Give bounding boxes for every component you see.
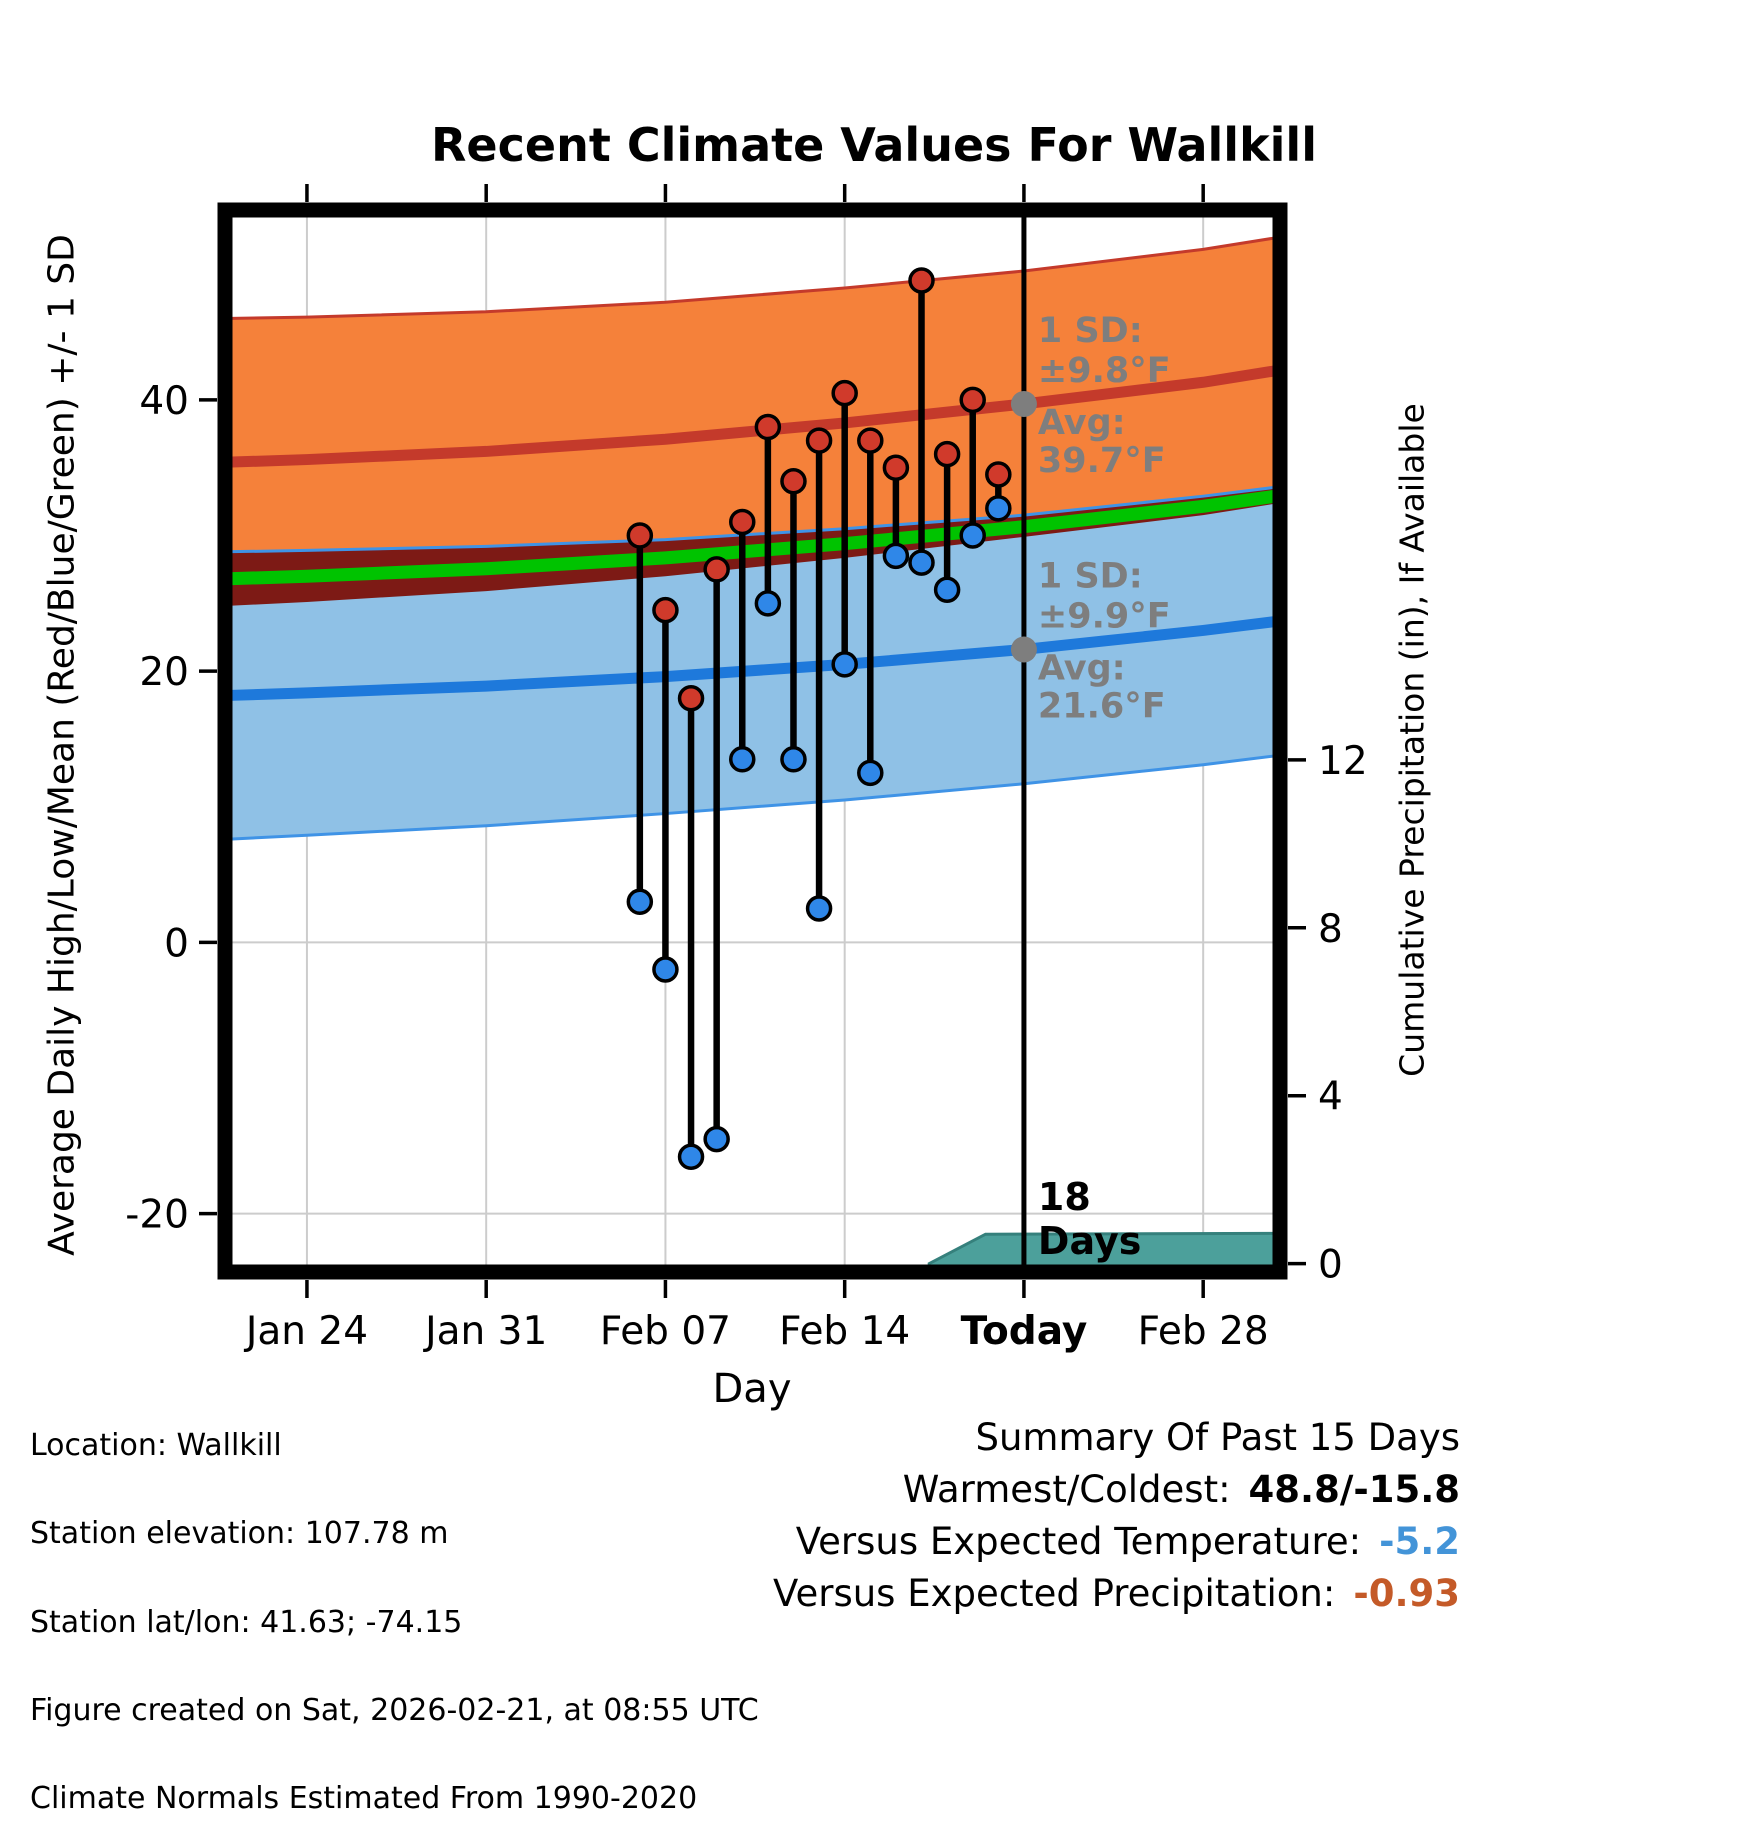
low-avg-label: Avg: — [1038, 648, 1126, 688]
x-tick-label: Feb 07 — [600, 1309, 731, 1354]
y-tick-label-right: 0 — [1318, 1243, 1343, 1288]
versus-temp-value: -5.2 — [1379, 1520, 1460, 1563]
low-sd-label: 1 SD: — [1038, 556, 1143, 596]
y-tick-label-left: 20 — [139, 650, 189, 695]
daily-high-dot — [703, 556, 730, 583]
location-line: Location: Wallkill — [30, 1428, 282, 1463]
daily-high-dot — [959, 386, 986, 414]
precip-days-label: Days — [1038, 1219, 1141, 1263]
daily-low-dot — [652, 956, 679, 983]
high-temp-band — [225, 237, 1280, 607]
summary-panel: Summary Of Past 15 Days Warmest/Coldest:… — [773, 1412, 1460, 1620]
x-tick-label: Jan 24 — [243, 1309, 368, 1354]
daily-high-dot — [729, 508, 756, 536]
low-band-lower-edge — [224, 753, 1281, 841]
low-avg-value: 21.6°F — [1038, 686, 1166, 726]
daily-low-dot — [857, 759, 884, 787]
figure-metadata: Location: Wallkill Station elevation: 10… — [30, 1428, 759, 1816]
y-tick-label-right: 12 — [1318, 739, 1368, 784]
daily-low-dot — [959, 522, 986, 549]
chart-title: Recent Climate Values For Wallkill — [431, 118, 1317, 172]
high-avg-marker — [1010, 390, 1037, 417]
low-avg-marker — [1010, 636, 1037, 663]
high-avg-label: Avg: — [1038, 403, 1126, 443]
daily-high-dot — [985, 461, 1012, 488]
x-tick-label: Feb 14 — [779, 1309, 910, 1354]
daily-low-dot — [805, 895, 833, 922]
y-tick-label-left: 40 — [139, 379, 189, 424]
high-mean-line — [224, 364, 1281, 468]
normals-line: Climate Normals Estimated From 1990-2020 — [30, 1781, 698, 1816]
versus-precip-value: -0.93 — [1353, 1572, 1460, 1615]
high-sd-label: 1 SD: — [1038, 311, 1143, 351]
daily-high-dot — [754, 413, 782, 441]
daily-high-dot — [857, 427, 884, 454]
daily-low-dot — [626, 888, 654, 915]
versus-precip-label: Versus Expected Precipitation: — [773, 1572, 1336, 1615]
created-line: Figure created on Sat, 2026-02-21, at 08… — [30, 1692, 759, 1728]
x-tick-label: Today — [961, 1309, 1088, 1354]
low-band-upper-edge — [224, 485, 1281, 554]
high-sd-value: ±9.8°F — [1038, 351, 1171, 391]
y-tick-label-right: 4 — [1318, 1075, 1343, 1120]
latlon-line: Station lat/lon: 41.63; -74.15 — [30, 1604, 463, 1640]
daily-low-dot — [985, 495, 1012, 522]
y-tick-label-left: -20 — [125, 1193, 189, 1238]
summary-warmest-coldest: Warmest/Coldest: 48.8/-15.8 — [773, 1464, 1460, 1516]
y-tick-label-right: 8 — [1318, 907, 1343, 952]
versus-temp-label: Versus Expected Temperature: — [795, 1520, 1362, 1563]
daily-high-dot — [626, 522, 654, 549]
daily-low-dot — [882, 542, 910, 570]
daily-high-dot — [780, 468, 807, 495]
daily-low-dot — [831, 651, 858, 678]
y-tick-label-left: 0 — [164, 921, 189, 966]
warmest-coldest-label: Warmest/Coldest: — [902, 1468, 1231, 1511]
low-sd-value: ±9.9°F — [1038, 596, 1171, 636]
left-axis-label: Average Daily High/Low/Mean (Red/Blue/Gr… — [41, 234, 83, 1256]
daily-high-dot — [652, 596, 679, 624]
daily-high-dot — [831, 379, 858, 407]
mean-line — [224, 489, 1281, 586]
daily-high-dot — [882, 454, 910, 481]
summary-versus-precip: Versus Expected Precipitation: -0.93 — [773, 1568, 1460, 1620]
daily-high-dot — [805, 427, 833, 454]
high-avg-value: 39.7°F — [1038, 441, 1166, 481]
plot-border — [217, 202, 1288, 1280]
x-tick-label: Jan 31 — [422, 1309, 547, 1354]
summary-versus-temp: Versus Expected Temperature: -5.2 — [773, 1516, 1460, 1568]
daily-low-dot — [754, 590, 782, 617]
daily-low-dot — [933, 576, 961, 604]
warmest-coldest-value: 48.8/-15.8 — [1248, 1468, 1460, 1511]
right-axis-label: Cumulative Precipitation (in), If Availa… — [1392, 403, 1432, 1077]
elevation-line: Station elevation: 107.78 m — [30, 1516, 449, 1552]
precip-days-count: 18 — [1038, 1175, 1091, 1219]
daily-high-dot — [908, 267, 935, 294]
daily-low-dot — [908, 549, 935, 576]
summary-title: Summary Of Past 15 Days — [975, 1416, 1460, 1459]
daily-low-dot — [703, 1125, 730, 1153]
x-tick-label: Feb 28 — [1138, 1309, 1269, 1354]
low-mean-line — [224, 615, 1281, 702]
daily-low-dot — [677, 1143, 705, 1170]
daily-high-dot — [933, 440, 961, 468]
daily-high-dot — [677, 685, 705, 712]
daily-low-dot — [780, 746, 807, 773]
high-band-upper-edge — [224, 235, 1281, 321]
x-axis-label: Day — [712, 1366, 792, 1412]
daily-low-dot — [729, 746, 756, 773]
